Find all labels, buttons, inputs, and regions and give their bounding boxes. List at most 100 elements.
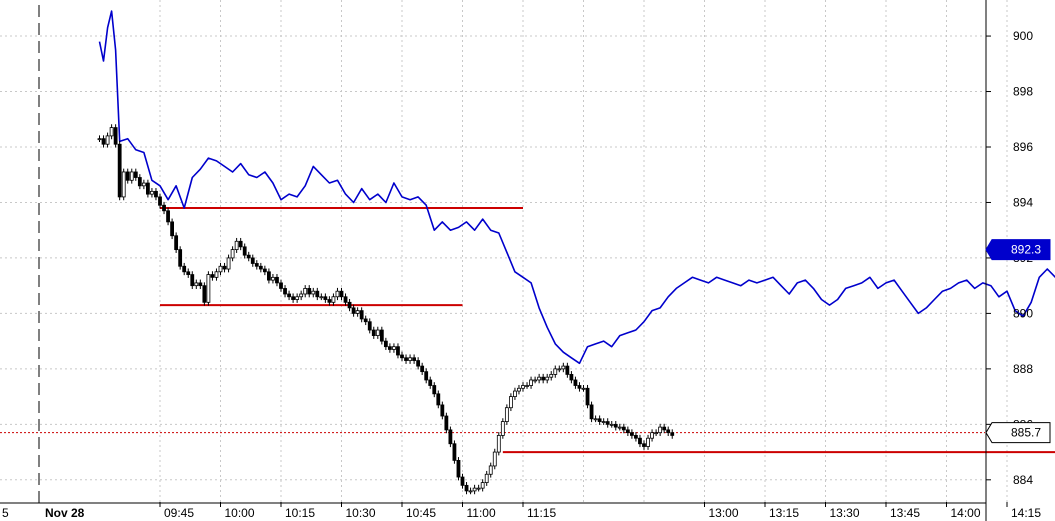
candle bbox=[190, 271, 195, 289]
candle-body bbox=[565, 365, 570, 375]
candle-body bbox=[327, 299, 332, 303]
candle-body bbox=[472, 487, 477, 492]
candle bbox=[109, 124, 114, 140]
candle-body bbox=[480, 482, 485, 489]
candle bbox=[266, 268, 271, 284]
candle-body bbox=[666, 429, 671, 434]
candle bbox=[569, 371, 574, 384]
candle-body bbox=[210, 274, 215, 278]
candle bbox=[371, 326, 376, 339]
candle-body bbox=[650, 432, 654, 439]
candle-body bbox=[533, 379, 537, 382]
chart-series bbox=[97, 10, 1055, 495]
candle bbox=[480, 479, 485, 492]
candle bbox=[291, 293, 296, 303]
candle bbox=[416, 357, 421, 370]
candle-body bbox=[190, 274, 195, 287]
candle-body bbox=[513, 390, 517, 398]
candle-body bbox=[448, 429, 453, 445]
candle-body bbox=[404, 357, 408, 361]
x-tick-label: 13:00 bbox=[709, 506, 739, 520]
candle-body bbox=[573, 379, 578, 386]
candle-body bbox=[545, 376, 550, 381]
candle bbox=[464, 482, 469, 495]
candle bbox=[226, 254, 231, 273]
candle-body bbox=[613, 423, 618, 428]
x-tick-label: 13:45 bbox=[890, 506, 920, 520]
candle-body bbox=[234, 240, 239, 251]
y-tick-label: 900 bbox=[1013, 29, 1033, 43]
candle-body bbox=[589, 404, 594, 420]
candle bbox=[117, 140, 122, 201]
candle bbox=[613, 421, 618, 431]
price-tag-label: 885.7 bbox=[1011, 426, 1041, 440]
candle-body bbox=[214, 271, 219, 278]
candle-body bbox=[250, 257, 255, 264]
candle-body bbox=[113, 127, 118, 145]
candle-body bbox=[351, 307, 356, 314]
candle bbox=[666, 426, 671, 436]
candle-body bbox=[484, 473, 489, 483]
candle-body bbox=[557, 368, 562, 371]
candle-body bbox=[496, 435, 501, 453]
candle-body bbox=[133, 171, 138, 178]
candle bbox=[658, 423, 663, 436]
candle-body bbox=[549, 374, 554, 378]
candle bbox=[222, 262, 227, 273]
candle-body bbox=[593, 418, 598, 421]
candle-body bbox=[670, 432, 675, 436]
candle-body bbox=[258, 265, 263, 270]
candle-body bbox=[117, 143, 122, 198]
candle bbox=[476, 484, 481, 492]
candle-body bbox=[383, 340, 388, 348]
candle-body bbox=[436, 393, 441, 406]
candle bbox=[432, 382, 437, 398]
candle bbox=[452, 440, 457, 464]
candle bbox=[436, 390, 441, 409]
candle bbox=[392, 343, 396, 353]
candle bbox=[182, 262, 187, 276]
candle-body bbox=[101, 138, 106, 145]
candle-body bbox=[279, 282, 283, 289]
candle bbox=[355, 307, 360, 317]
candle-body bbox=[145, 182, 150, 195]
candle-body bbox=[287, 293, 291, 298]
candle-body bbox=[521, 385, 525, 389]
price-tag: 885.7 bbox=[985, 422, 1051, 444]
candle bbox=[589, 401, 594, 423]
candle bbox=[363, 315, 368, 326]
candle bbox=[194, 279, 199, 289]
price-tag: 892.3 bbox=[985, 239, 1051, 261]
candle bbox=[162, 201, 166, 215]
candle-body bbox=[206, 274, 211, 303]
candle bbox=[254, 260, 259, 270]
candle-body bbox=[343, 296, 348, 303]
candle bbox=[508, 393, 513, 412]
candle bbox=[400, 351, 404, 362]
candle-body bbox=[266, 271, 271, 281]
candle bbox=[287, 290, 291, 301]
candle-body bbox=[170, 221, 175, 237]
candle bbox=[335, 287, 340, 301]
candle-body bbox=[420, 365, 425, 373]
y-tick-label: 884 bbox=[1013, 473, 1033, 487]
candle bbox=[460, 473, 465, 489]
candle-body bbox=[658, 426, 663, 434]
candle bbox=[601, 418, 606, 425]
candle bbox=[630, 429, 634, 439]
candle-body bbox=[375, 329, 380, 336]
candle bbox=[468, 487, 473, 495]
candle bbox=[323, 293, 328, 303]
candle-body bbox=[642, 443, 646, 447]
candle-body bbox=[323, 296, 328, 300]
candle-body bbox=[601, 421, 606, 423]
candle-body bbox=[569, 374, 574, 381]
candle bbox=[387, 343, 392, 353]
candle bbox=[303, 285, 308, 298]
candle bbox=[484, 470, 489, 486]
y-tick-label: 890 bbox=[1013, 306, 1033, 320]
y-tick-label: 896 bbox=[1013, 140, 1033, 154]
candle bbox=[347, 298, 352, 312]
candle-body bbox=[646, 437, 650, 447]
candle bbox=[420, 362, 425, 375]
